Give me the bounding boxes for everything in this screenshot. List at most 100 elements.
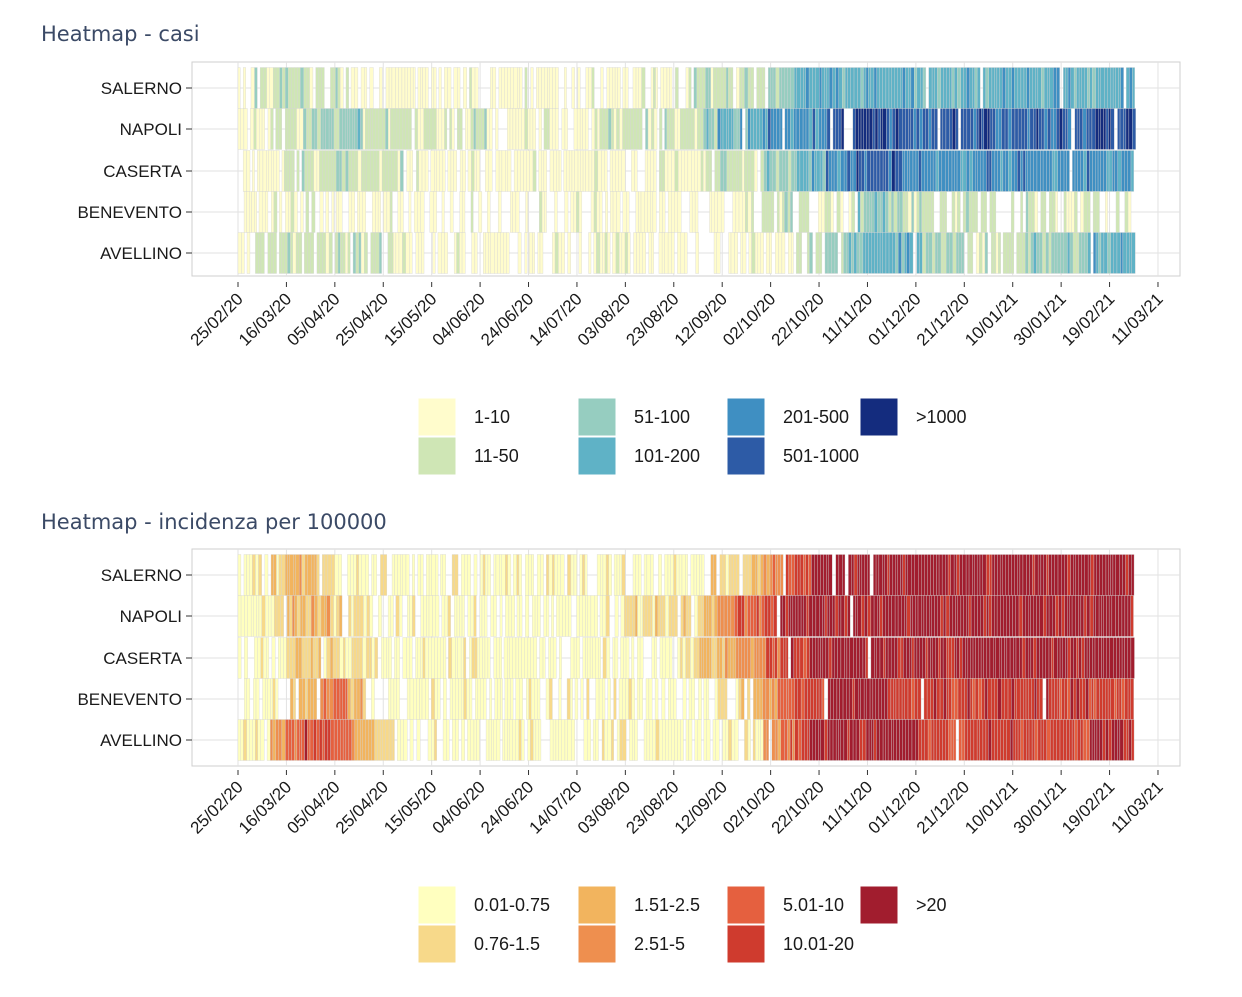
heatmap-cell (261, 595, 266, 637)
x-tick-label: 22/10/20 (768, 289, 828, 349)
heatmap-cell (274, 595, 278, 637)
heatmap-cell (371, 554, 375, 596)
heatmap-cell (605, 595, 610, 637)
heatmap-cell (1064, 595, 1068, 637)
heatmap-cell (996, 595, 1001, 637)
heatmap-cell (360, 67, 365, 109)
heatmap-cell (935, 637, 939, 679)
heatmap-cell (1107, 232, 1111, 274)
heatmap-cell (979, 719, 984, 761)
heatmap-cell (377, 719, 381, 761)
heatmap-cell (1037, 719, 1042, 761)
heatmap-cell (794, 678, 798, 720)
heatmap-cell (324, 554, 329, 596)
heatmap-cell (850, 150, 854, 192)
heatmap-cell (1108, 150, 1113, 192)
heatmap-cell (713, 67, 717, 109)
heatmap-cell (826, 595, 830, 637)
heatmap-cell (278, 108, 282, 150)
heatmap-cell (649, 595, 653, 637)
heatmap-cell (320, 678, 324, 720)
heatmap-cell (457, 67, 461, 109)
heatmap-cell (441, 595, 446, 637)
heatmap-cell (1002, 554, 1006, 596)
heatmap-cell (986, 595, 989, 637)
heatmap-cell (694, 595, 698, 637)
heatmap-cell (791, 678, 795, 720)
heatmap-cell (495, 108, 499, 150)
heatmap-cell (932, 232, 936, 274)
heatmap-cell (1092, 150, 1096, 192)
heatmap-cell (408, 191, 412, 233)
heatmap-cell (267, 232, 271, 274)
heatmap-cell (853, 554, 858, 596)
heatmap-cell (355, 232, 359, 274)
heatmap-cell (567, 719, 572, 761)
heatmap-cell (1004, 637, 1008, 679)
heatmap-cell (332, 67, 336, 109)
heatmap-cell (952, 595, 956, 637)
heatmap-cell (336, 637, 341, 679)
heatmap-cell (865, 232, 869, 274)
heatmap-cell (955, 595, 959, 637)
heatmap-cell (750, 150, 755, 192)
heatmap-cell (573, 554, 577, 596)
heatmap-cell (964, 678, 968, 720)
heatmap-cell (413, 678, 417, 720)
heatmap-cell (1110, 554, 1114, 596)
heatmap-cell (339, 678, 343, 720)
heatmap-cell (447, 595, 451, 637)
heatmap-cell (319, 150, 323, 192)
heatmap-cell (934, 232, 938, 274)
heatmap-cell (1022, 719, 1027, 761)
heatmap-cell (1045, 678, 1049, 720)
heatmap-cell (302, 108, 307, 150)
heatmap-cell (931, 191, 935, 233)
heatmap-cell (831, 637, 835, 679)
heatmap-cell (884, 678, 888, 720)
heatmap-cell (932, 637, 936, 679)
heatmap-cell (962, 191, 967, 233)
heatmap-cell (1063, 150, 1067, 192)
heatmap-cell (548, 637, 551, 679)
heatmap-cell (1062, 637, 1066, 679)
heatmap-cell (677, 191, 682, 233)
heatmap-cell (648, 232, 652, 274)
heatmap-cell (519, 678, 523, 720)
heatmap-cell (1046, 150, 1050, 192)
heatmap-cell (797, 719, 802, 761)
heatmap-cell (777, 554, 781, 596)
heatmap-cell (943, 67, 947, 109)
heatmap-cell (730, 554, 734, 596)
heatmap-cell (835, 67, 839, 109)
heatmap-cell (390, 108, 395, 150)
heatmap-cell (1117, 719, 1121, 761)
heatmap-cell (1022, 554, 1027, 596)
heatmap-cell (1103, 595, 1107, 637)
heatmap-cell (788, 554, 792, 596)
heatmap-cell (1067, 637, 1071, 679)
heatmap-cell (471, 150, 475, 192)
heatmap-cell (775, 150, 780, 192)
heatmap-cell (859, 637, 864, 679)
heatmap-cell (345, 637, 349, 679)
heatmap-cell (621, 232, 626, 274)
heatmap-cell (965, 637, 969, 679)
heatmap-cell (717, 191, 722, 233)
heatmap-cell (918, 554, 922, 596)
heatmap-cell (498, 150, 503, 192)
heatmap-cell (930, 678, 934, 720)
heatmap-cell (717, 678, 722, 720)
heatmap-cell (719, 637, 723, 679)
heatmap-cell (322, 554, 326, 596)
heatmap-cell (317, 595, 322, 637)
heatmap-cell (780, 554, 784, 596)
heatmap-cell (1124, 191, 1129, 233)
heatmap-cell (298, 232, 303, 274)
heatmap-cell (937, 232, 942, 274)
heatmap-cell (624, 67, 629, 109)
heatmap-cell (788, 595, 791, 637)
heatmap-cell (1029, 108, 1034, 150)
heatmap-cell (797, 554, 801, 596)
heatmap-cell (697, 150, 702, 192)
